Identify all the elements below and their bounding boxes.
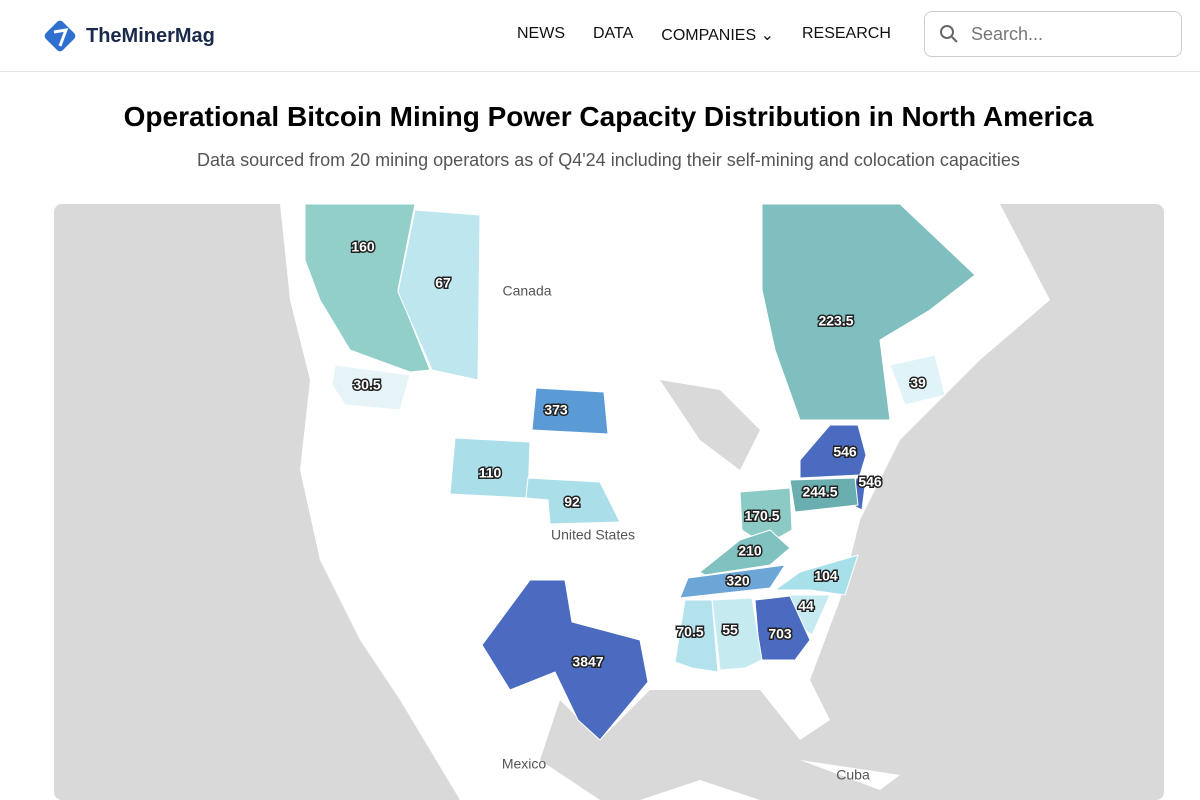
header: TheMinerMag NEWS DATA COMPANIES ⌄ RESEAR… xyxy=(0,0,1200,72)
region xyxy=(525,477,621,525)
nav-link[interactable]: NEWS xyxy=(517,25,565,42)
region-value: 170.5 xyxy=(744,508,779,524)
region-value: 44 xyxy=(798,598,814,614)
place-label: Cuba xyxy=(836,767,870,783)
nav-link-text: COMPANIES xyxy=(661,27,757,44)
place-label: United States xyxy=(551,527,635,543)
nav-link[interactable]: COMPANIES ⌄ xyxy=(661,27,774,44)
region xyxy=(773,554,859,596)
region xyxy=(799,424,867,479)
region-value: 104 xyxy=(814,568,838,584)
place-label: Mexico xyxy=(502,756,547,772)
region xyxy=(331,364,411,411)
region-value: 110 xyxy=(479,465,502,481)
search-placeholder: Search... xyxy=(971,23,1044,44)
nav: NEWS DATA COMPANIES ⌄ RESEARCH xyxy=(517,25,891,45)
land xyxy=(640,760,900,800)
region-value: 39 xyxy=(910,375,926,391)
region xyxy=(789,477,859,513)
map: Canada United States Mexico Cuba 160 67 22… xyxy=(54,204,1164,800)
region xyxy=(711,597,763,671)
nav-link[interactable]: RESEARCH xyxy=(801,25,891,42)
region-value: 3847 xyxy=(572,654,603,670)
region-value: 546 xyxy=(858,474,882,490)
region-value: 244.5 xyxy=(802,484,837,500)
region xyxy=(397,209,481,381)
region-value: 373 xyxy=(544,402,568,418)
region-value: 160 xyxy=(351,239,375,255)
region-value: 546 xyxy=(833,444,857,460)
title: Operational Bitcoin Mining Power Capacit… xyxy=(123,101,1094,132)
region-value: 92 xyxy=(564,494,580,510)
region xyxy=(304,204,431,373)
region-value: 70.5 xyxy=(676,624,703,640)
region xyxy=(699,529,791,576)
logo[interactable]: TheMinerMag xyxy=(42,18,215,54)
region xyxy=(531,387,609,435)
logo-icon xyxy=(44,20,76,52)
place-label: Canada xyxy=(502,283,551,299)
region xyxy=(889,354,946,406)
search-icon xyxy=(940,25,958,43)
region xyxy=(481,579,649,741)
nav-link[interactable]: DATA xyxy=(593,25,634,42)
search-box[interactable]: Search... xyxy=(924,11,1182,57)
lakes xyxy=(660,380,760,470)
region-value: 223.5 xyxy=(818,313,853,329)
region-value: 67 xyxy=(435,275,451,291)
region xyxy=(761,204,976,421)
region-value: 30.5 xyxy=(353,377,380,393)
region-value: 210 xyxy=(738,543,762,559)
subtitle: Data sourced from 20 mining operators as… xyxy=(197,150,1020,170)
region-value: 703 xyxy=(768,626,792,642)
region xyxy=(679,564,787,599)
logo-text: TheMinerMag xyxy=(86,24,215,47)
region-value: 320 xyxy=(726,573,750,589)
region-value: 55 xyxy=(722,622,738,638)
region xyxy=(674,599,719,673)
